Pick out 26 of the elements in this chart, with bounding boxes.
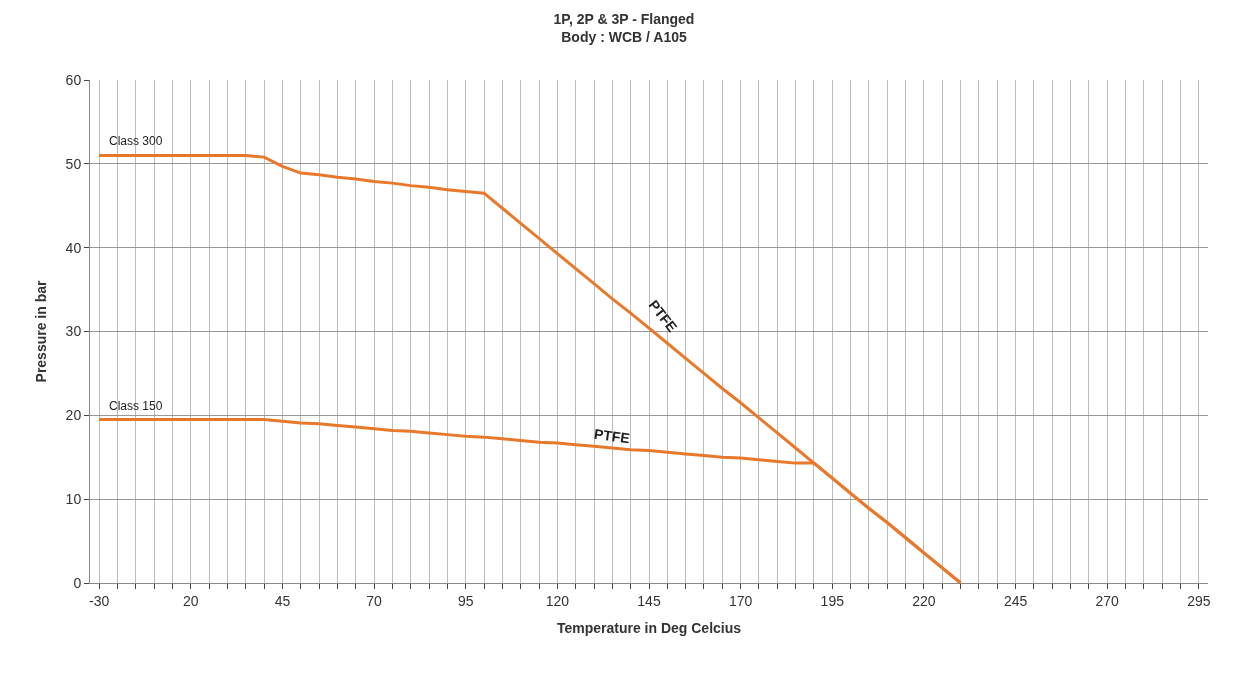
x-tick-label: 20 [183,592,199,609]
x-tick-label: -30 [89,592,110,609]
series-label: Class 150 [109,399,163,413]
x-tick-label: 270 [1095,592,1120,609]
chart-title: 1P, 2P & 3P - Flanged Body : WCB / A105 [553,10,695,45]
y-tick-label: 30 [65,323,82,340]
y-tick-label: 20 [65,407,82,424]
x-tick-label: 220 [912,592,936,609]
y-tick-label: 40 [65,239,82,256]
y-tick-label: 50 [65,155,82,172]
y-tick-label: 60 [65,71,82,88]
y-tick-label: 10 [65,491,82,508]
x-tick-label: 195 [820,592,845,609]
x-tick-label: 295 [1187,592,1211,609]
y-axis-title: Pressure in bar [33,279,50,383]
x-tick-label: 245 [1003,592,1028,609]
x-axis-title: Temperature in Deg Celcius [556,620,742,637]
x-tick-label: 145 [637,592,661,609]
series-label: Class 300 [109,134,163,148]
x-tick-label: 70 [366,592,383,609]
x-tick-label: 170 [728,592,753,609]
annotation: PTFE [593,425,631,447]
x-tick-label: 95 [457,592,474,609]
x-tick-label: 120 [545,592,570,609]
x-tick-label: 45 [274,592,291,609]
y-tick-label: 0 [73,574,82,591]
